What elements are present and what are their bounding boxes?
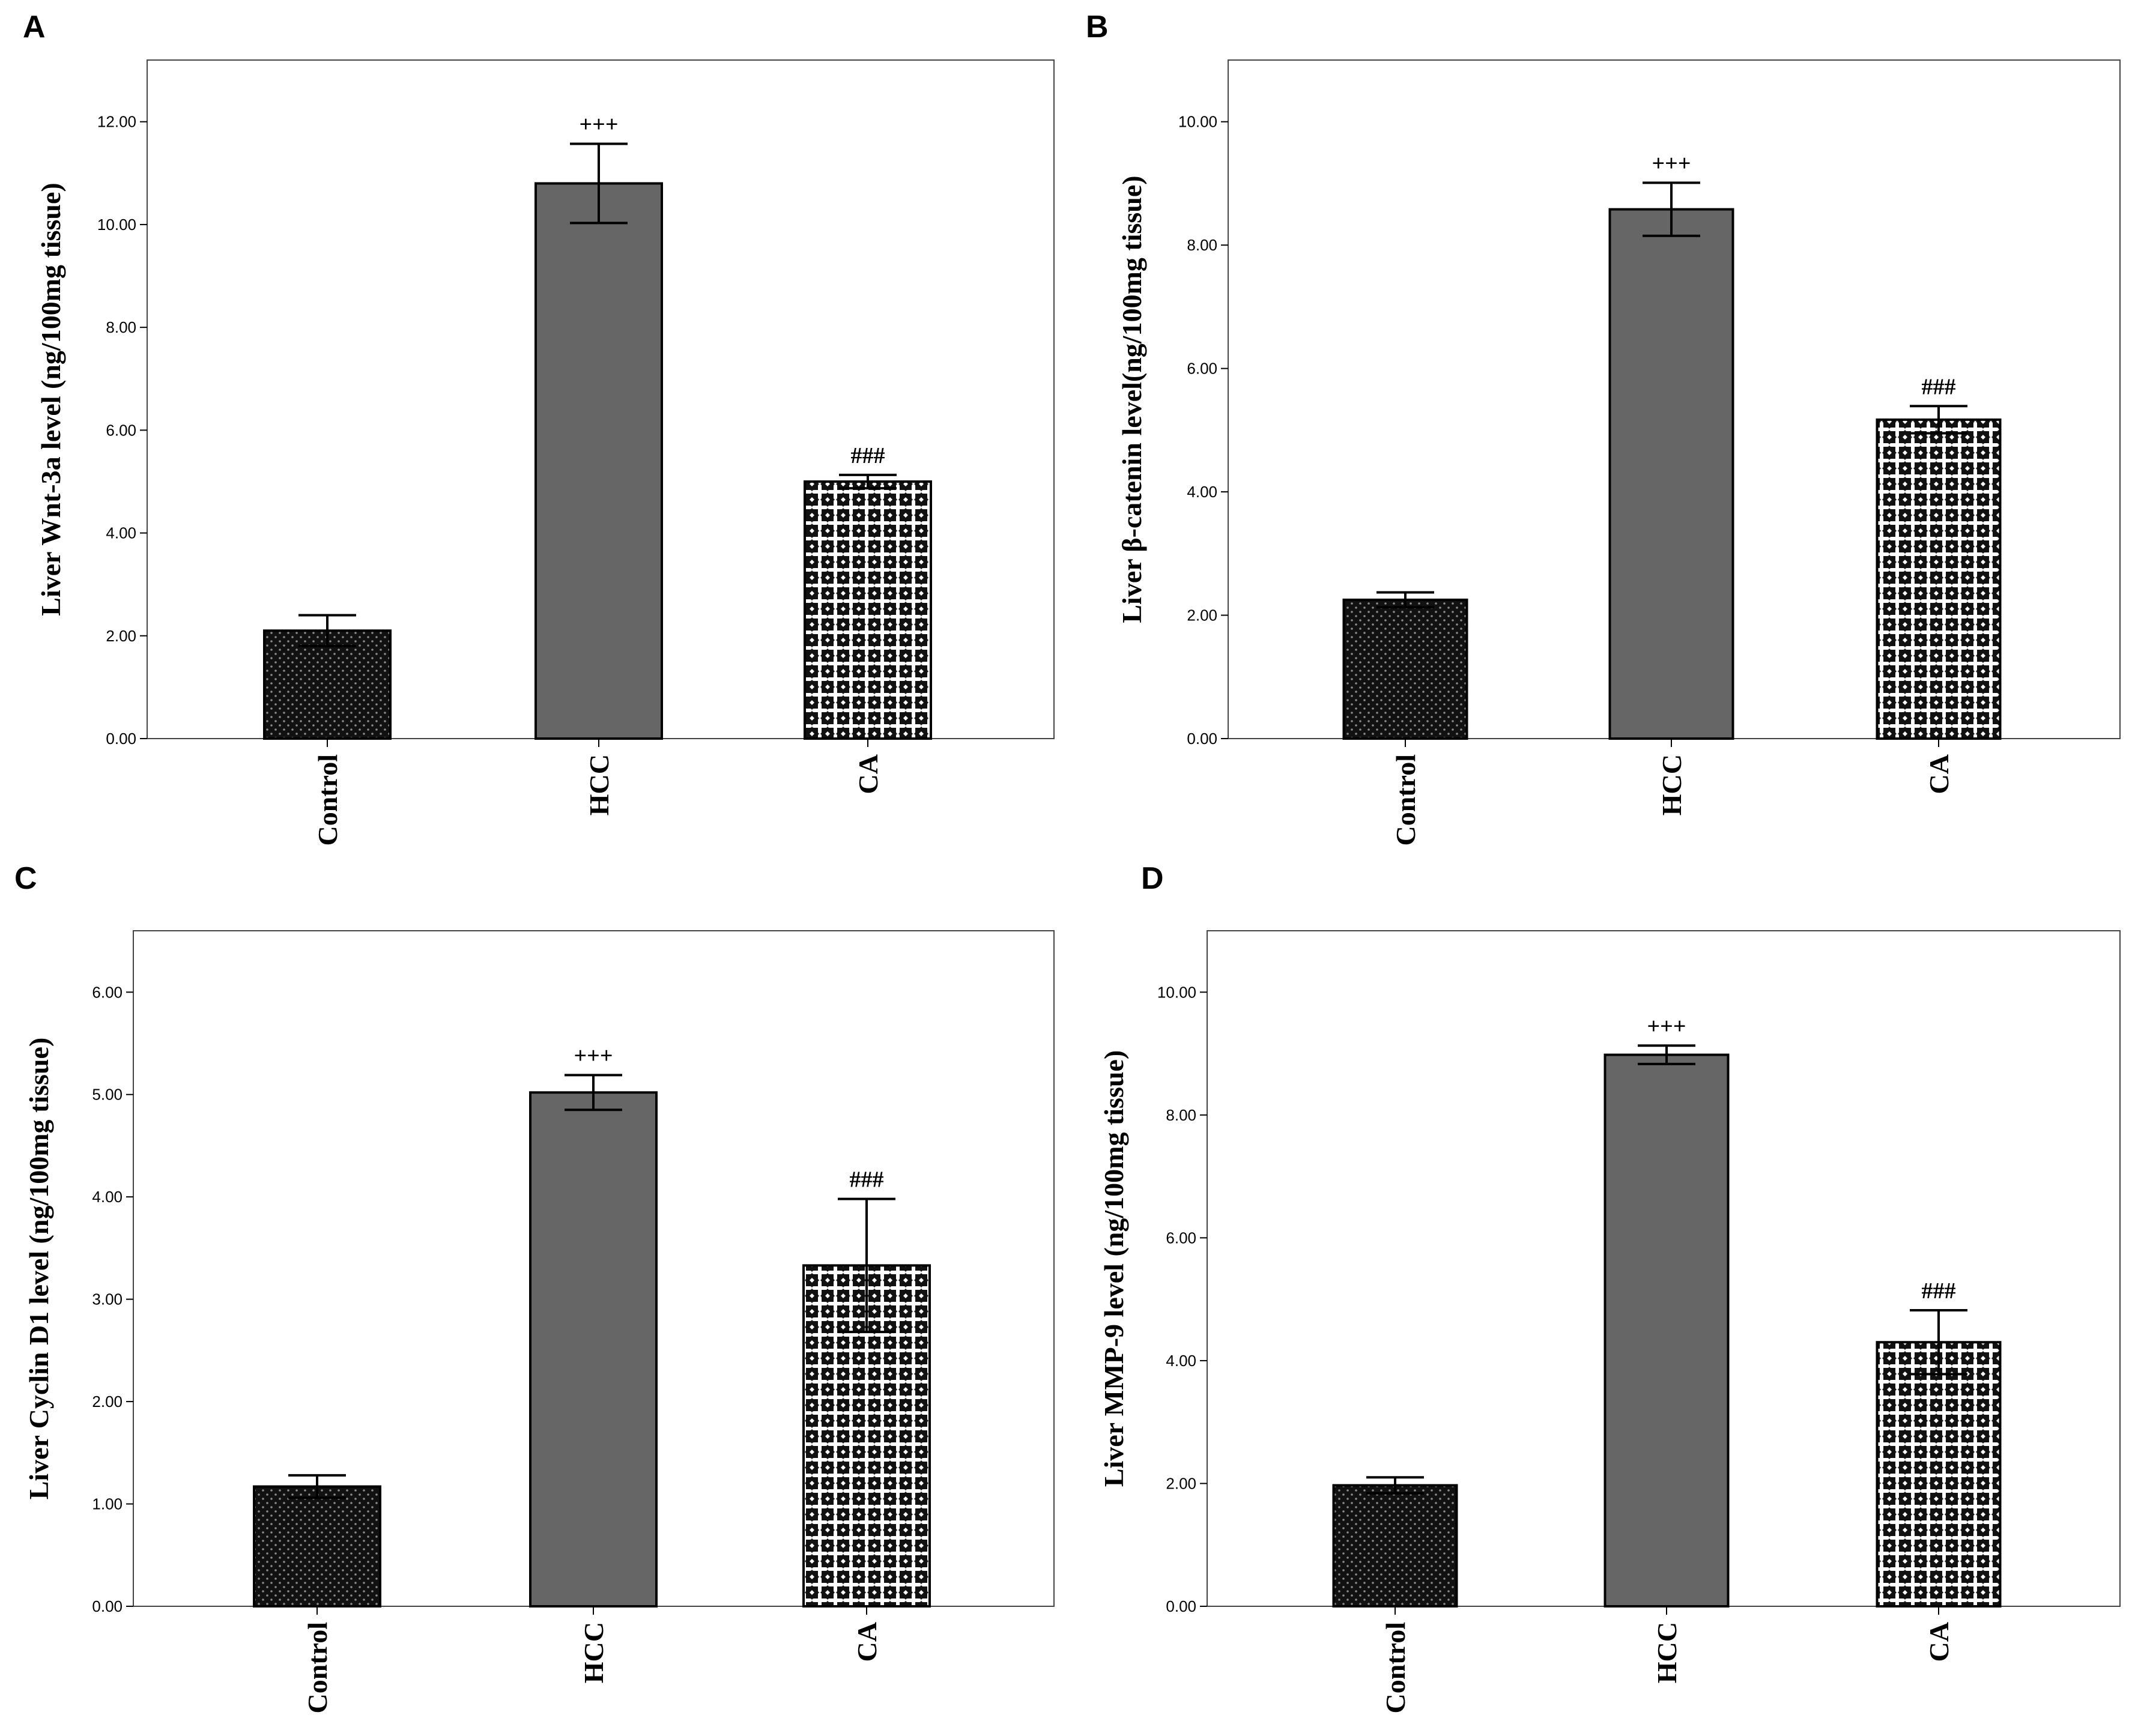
significance-label: ### xyxy=(850,1167,884,1193)
y-tick-label: 2.00 xyxy=(1187,606,1217,625)
chart-panel-d: D 0.00 2.00 4.00 6.00 8.00 10.00 Liver MMP-9 le… xyxy=(1098,861,2121,1714)
y-tick-label: 6.00 xyxy=(1187,360,1217,378)
bar-hcc xyxy=(535,182,663,740)
x-tick-label-hcc: HCC xyxy=(1656,754,1687,815)
bar-ca xyxy=(804,480,932,740)
significance-label: +++ xyxy=(574,1043,613,1068)
significance-label: ### xyxy=(1922,374,1956,399)
y-axis-label: Liver β-catenin level(ng/100mg tissue) xyxy=(1116,175,1147,623)
bar-hcc xyxy=(1608,208,1734,740)
y-tick-label: 8.00 xyxy=(1187,236,1217,254)
y-tick-label: 8.00 xyxy=(1166,1106,1196,1124)
panel-letter: D xyxy=(1141,861,1164,896)
bar-control xyxy=(1342,598,1468,740)
significance-label: +++ xyxy=(580,112,619,138)
y-tick-label: 4.00 xyxy=(1166,1352,1196,1370)
y-axis-label: Liver Cyclin D1 level (ng/100mg tissue) xyxy=(23,1038,54,1500)
y-axis-label: Liver Wnt-3a level (ng/100mg tissue) xyxy=(35,183,66,615)
bar-control xyxy=(1332,1484,1458,1607)
bar-ca xyxy=(1876,1341,2002,1608)
y-tick-label: 5.00 xyxy=(92,1086,123,1104)
x-tick-label-ca: CA xyxy=(1924,1622,1954,1662)
bar-ca xyxy=(1876,418,2002,740)
x-tick-label-ca: CA xyxy=(853,754,883,794)
y-tick-label: 4.00 xyxy=(1187,483,1217,501)
y-tick-label: 0.00 xyxy=(1187,730,1217,748)
y-tick-label: 10.00 xyxy=(1157,983,1196,1001)
x-tick-label-control: Control xyxy=(1390,754,1421,846)
x-tick-label-control: Control xyxy=(312,754,343,846)
x-tick-label-ca: CA xyxy=(1924,754,1954,794)
y-tick-label: 2.00 xyxy=(92,1393,123,1411)
bar-control xyxy=(253,1485,381,1607)
significance-label: ### xyxy=(1922,1278,1956,1304)
x-tick-label-ca: CA xyxy=(852,1622,882,1662)
y-tick-label: 10.00 xyxy=(1178,113,1217,131)
y-tick-label: 3.00 xyxy=(92,1290,123,1308)
y-tick-label: 6.00 xyxy=(1166,1229,1196,1247)
bar-hcc xyxy=(1604,1053,1730,1608)
panel-letter: B xyxy=(1086,10,1109,44)
bar-hcc xyxy=(529,1091,658,1608)
x-tick-label-hcc: HCC xyxy=(578,1622,609,1683)
x-tick-label-control: Control xyxy=(1380,1622,1411,1714)
y-tick-label: 1.00 xyxy=(92,1495,123,1513)
y-tick-label: 4.00 xyxy=(92,1188,123,1206)
y-tick-label: 10.00 xyxy=(97,216,136,234)
x-tick-label-hcc: HCC xyxy=(1652,1622,1682,1683)
x-tick-label-control: Control xyxy=(302,1622,333,1714)
y-tick-label: 0.00 xyxy=(1166,1597,1196,1615)
significance-label: +++ xyxy=(1652,151,1691,176)
y-tick-label: 6.00 xyxy=(92,983,123,1001)
y-tick-label: 12.00 xyxy=(97,113,136,131)
y-tick-label: 2.00 xyxy=(1166,1474,1196,1492)
y-axis-label: Liver MMP-9 level (ng/100mg tissue) xyxy=(1098,1050,1129,1487)
y-tick-label: 2.00 xyxy=(106,627,136,645)
chart-panel-b: B 0.00 2.00 4.00 6.00 8.00 10.00 Liver β-cateni… xyxy=(1086,10,2121,846)
panel-letter: A xyxy=(23,10,46,44)
significance-label: +++ xyxy=(1647,1014,1686,1039)
y-tick-label: 0.00 xyxy=(106,730,136,748)
y-tick-label: 6.00 xyxy=(106,421,136,439)
y-tick-label: 8.00 xyxy=(106,318,136,336)
y-tick-label: 4.00 xyxy=(106,524,136,542)
y-tick-label: 0.00 xyxy=(92,1597,123,1615)
significance-label: ### xyxy=(851,443,885,468)
panel-letter: C xyxy=(14,861,37,896)
chart-panel-a: A 0.00 2.00 4.00 6.00 8.00 10.00 12.00 Liver Wnt… xyxy=(23,10,1055,846)
chart-panel-c: C 0.00 1.00 2.00 3.00 4.00 5.00 6.00 Liver Cycli… xyxy=(14,861,1055,1714)
x-tick-label-hcc: HCC xyxy=(584,754,614,815)
